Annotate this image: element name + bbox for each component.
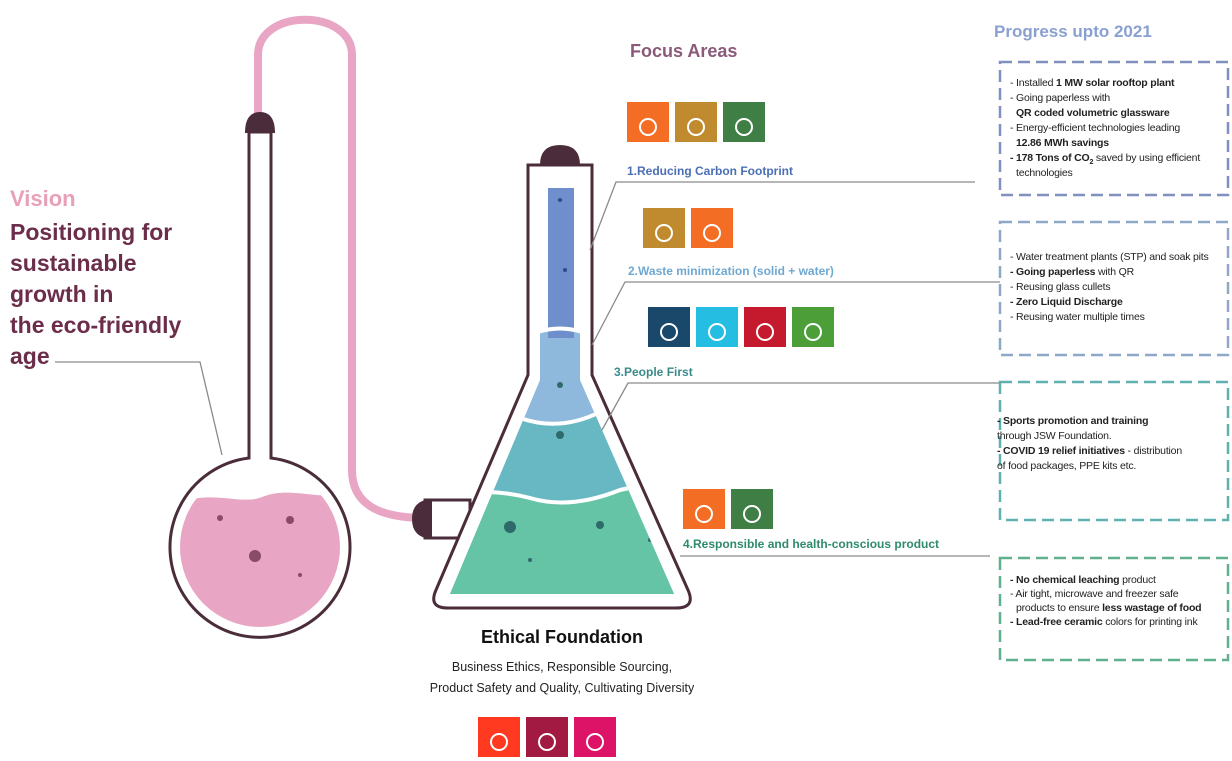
- bold-text: - COVID 19 relief initiatives: [997, 445, 1125, 457]
- progress-line: - Installed 1 MW solar rooftop plant: [1010, 76, 1174, 91]
- focus-item: 4.Responsible and health-conscious produ…: [683, 537, 939, 551]
- vision-line: sustainable: [10, 248, 137, 279]
- vision-line: Positioning for: [10, 217, 172, 248]
- bold-text: QR coded volumetric glassware: [1016, 107, 1170, 119]
- progress-line: - COVID 19 relief initiatives - distribu…: [997, 444, 1182, 459]
- bold-text: - Lead-free ceramic: [1010, 616, 1103, 628]
- progress-line: - Reusing water multiple times: [1010, 310, 1145, 325]
- progress-line: of food packages, PPE kits etc.: [997, 459, 1136, 474]
- bold-text: less wastage of food: [1102, 602, 1201, 614]
- bold-text: - Zero Liquid Discharge: [1010, 296, 1123, 308]
- progress-line: technologies: [1016, 166, 1073, 181]
- text: through JSW Foundation.: [997, 430, 1111, 442]
- text: product: [1119, 574, 1155, 586]
- tube: [258, 20, 425, 518]
- progress-line: - Energy-efficient technologies leading: [1010, 121, 1180, 136]
- progress-line: - Reusing glass cullets: [1010, 280, 1110, 295]
- pink-liquid: [175, 493, 345, 640]
- progress-line: - Zero Liquid Discharge: [1010, 295, 1123, 310]
- bold-text: 12.86 MWh savings: [1016, 137, 1109, 149]
- bold-text: - 178 Tons of CO: [1010, 152, 1089, 164]
- bold-text: 1 MW solar rooftop plant: [1056, 77, 1174, 89]
- foundation-line: Business Ethics, Responsible Sourcing,: [362, 660, 762, 674]
- bold-text: - Going paperless: [1010, 266, 1095, 278]
- text: - Reusing water multiple times: [1010, 311, 1145, 323]
- text: with QR: [1095, 266, 1134, 278]
- text: technologies: [1016, 167, 1073, 179]
- progress-line: products to ensure less wastage of food: [1016, 601, 1201, 616]
- text: - Reusing glass cullets: [1010, 281, 1110, 293]
- vision-line: the eco-friendly: [10, 310, 181, 341]
- text: - Going paperless with: [1010, 92, 1110, 104]
- text: saved by using efficient: [1093, 152, 1200, 164]
- text: - distribution: [1125, 445, 1182, 457]
- foundation-line: Product Safety and Quality, Cultivating …: [362, 681, 762, 695]
- vision-line: growth in: [10, 279, 113, 310]
- vision-line: age: [10, 341, 50, 372]
- text: - Energy-efficient technologies leading: [1010, 122, 1180, 134]
- progress-title: Progress upto 2021: [994, 22, 1152, 42]
- stopper: [540, 145, 580, 165]
- progress-line: - No chemical leaching product: [1010, 573, 1156, 588]
- bold-text: - Sports promotion and training: [997, 415, 1148, 427]
- progress-line: - Water treatment plants (STP) and soak …: [1010, 250, 1209, 265]
- focus-item: 1.Reducing Carbon Footprint: [627, 164, 793, 178]
- page: Vision Positioning for sustainable growt…: [0, 0, 1232, 761]
- text: of food packages, PPE kits etc.: [997, 460, 1136, 472]
- stopper: [245, 112, 275, 133]
- focus-title: Focus Areas: [630, 41, 737, 62]
- progress-line: 12.86 MWh savings: [1016, 136, 1109, 151]
- text: - Installed: [1010, 77, 1056, 89]
- foundation-title: Ethical Foundation: [362, 627, 762, 648]
- progress-line: QR coded volumetric glassware: [1016, 106, 1170, 121]
- vision-label: Vision: [10, 186, 76, 212]
- bold-text: - No chemical leaching: [1010, 574, 1119, 586]
- focus-item: 3.People First: [614, 365, 693, 379]
- progress-line: - Going paperless with QR: [1010, 265, 1134, 280]
- progress-line: through JSW Foundation.: [997, 429, 1111, 444]
- progress-line: - Going paperless with: [1010, 91, 1110, 106]
- focus-item: 2.Waste minimization (solid + water): [628, 264, 834, 278]
- progress-line: - Sports promotion and training: [997, 414, 1148, 429]
- text: colors for printing ink: [1103, 616, 1198, 628]
- progress-line: - Lead-free ceramic colors for printing …: [1010, 615, 1198, 630]
- arm-stopper: [412, 499, 432, 539]
- text: - Water treatment plants (STP) and soak …: [1010, 251, 1209, 263]
- progress-line: - Air tight, microwave and freezer safe: [1010, 587, 1178, 602]
- text: products to ensure: [1016, 602, 1102, 614]
- text: - Air tight, microwave and freezer safe: [1010, 588, 1178, 600]
